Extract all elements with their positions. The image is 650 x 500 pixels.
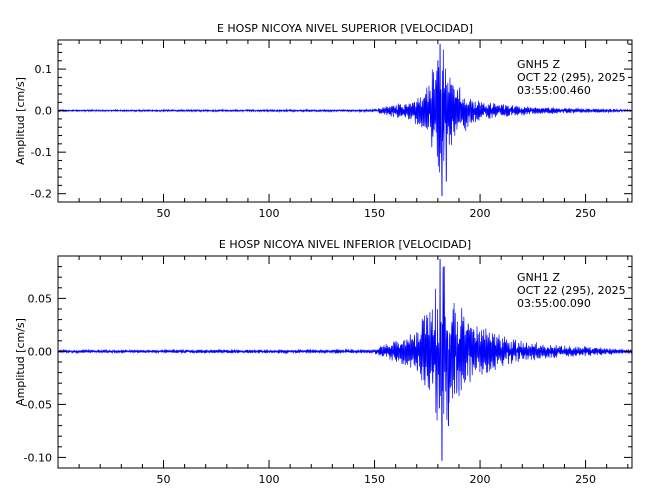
annotation-line: GNH5 Z (517, 58, 561, 71)
panel-lower: E HOSP NICOYA NIVEL INFERIOR [VELOCIDAD]… (14, 238, 633, 486)
waveform-trace (58, 43, 632, 197)
station-annotation-lower: GNH1 Z OCT 22 (295), 2025 03:55:00.090 (517, 271, 626, 310)
chart-title-upper: E HOSP NICOYA NIVEL SUPERIOR [VELOCIDAD] (217, 22, 473, 35)
y-tick-label: -0.05 (24, 398, 52, 411)
x-tick-label: 200 (470, 473, 491, 486)
chart-title-lower: E HOSP NICOYA NIVEL INFERIOR [VELOCIDAD] (219, 238, 471, 251)
annotation-line: OCT 22 (295), 2025 (517, 71, 626, 84)
y-tick-label: 0.0 (35, 105, 53, 118)
y-tick-labels-upper: -0.2 -0.1 0.0 0.1 (31, 63, 52, 201)
station-annotation-upper: GNH5 Z OCT 22 (295), 2025 03:55:00.460 (517, 58, 626, 97)
plot-frame (57, 39, 633, 203)
y-axis-label-lower: Amplitud [cm/s] (14, 318, 27, 406)
y-tick-labels-lower: -0.10 -0.05 0.00 0.05 (24, 292, 52, 464)
tick-marks (58, 255, 632, 469)
x-tick-label: 100 (259, 207, 280, 220)
annotation-line: 03:55:00.090 (517, 297, 591, 310)
annotation-line: OCT 22 (295), 2025 (517, 284, 626, 297)
x-tick-label: 250 (575, 207, 596, 220)
y-tick-label: -0.1 (31, 146, 52, 159)
y-axis-label-upper: Amplitud [cm/s] (14, 77, 27, 165)
annotation-line: GNH1 Z (517, 271, 561, 284)
y-tick-label: -0.2 (31, 188, 52, 201)
x-tick-label: 200 (470, 207, 491, 220)
x-tick-label: 150 (364, 207, 385, 220)
waveform-trace (58, 258, 632, 461)
x-tick-label: 150 (364, 473, 385, 486)
x-tick-label: 50 (157, 473, 171, 486)
y-tick-label: 0.05 (28, 292, 53, 305)
panel-upper: E HOSP NICOYA NIVEL SUPERIOR [VELOCIDAD]… (14, 22, 633, 220)
y-tick-label: -0.10 (24, 451, 52, 464)
annotation-line: 03:55:00.460 (517, 84, 591, 97)
x-tick-labels-upper: 50 100 150 200 250 (157, 207, 597, 220)
y-tick-label: 0.1 (35, 63, 53, 76)
x-tick-label: 50 (157, 207, 171, 220)
x-tick-labels-lower: 50 100 150 200 250 (157, 473, 597, 486)
y-tick-label: 0.00 (28, 345, 53, 358)
x-tick-label: 100 (259, 473, 280, 486)
tick-marks (58, 40, 632, 203)
x-tick-label: 250 (575, 473, 596, 486)
